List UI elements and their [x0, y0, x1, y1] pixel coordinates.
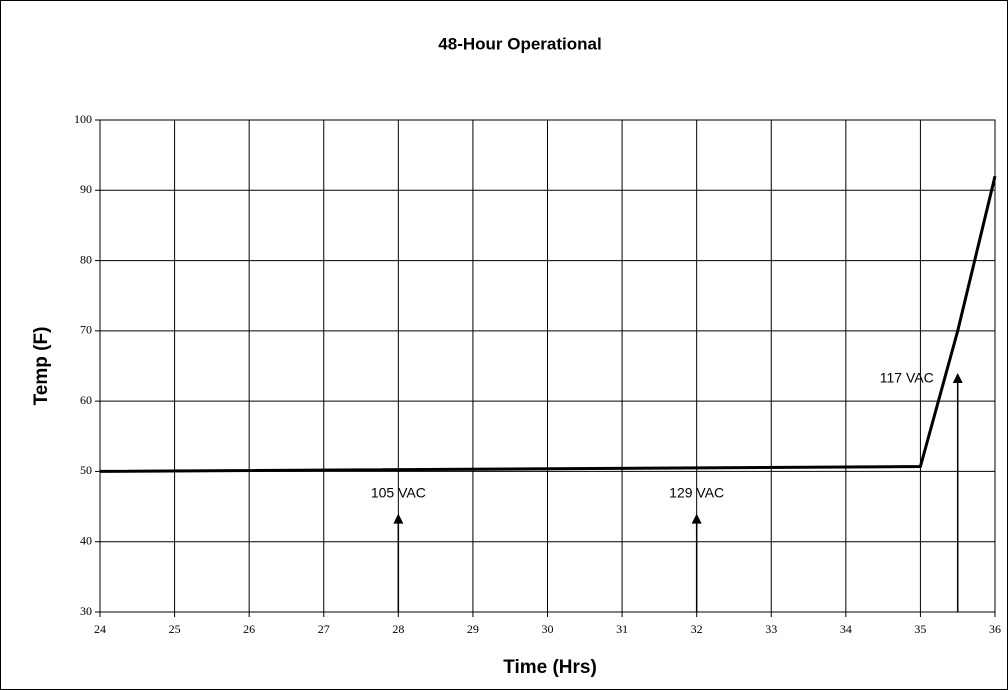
x-tick-label: 29	[467, 622, 479, 636]
x-tick-label: 25	[169, 622, 181, 636]
x-tick-label: 24	[94, 622, 106, 636]
data-line	[99, 175, 997, 473]
x-tick-label: 30	[542, 622, 554, 636]
x-tick-label: 36	[989, 622, 1001, 636]
x-tick-label: 35	[914, 622, 926, 636]
x-tick-label: 27	[318, 622, 330, 636]
annotation-label: 117 VAC	[880, 370, 934, 386]
annotation-label: 105 VAC	[371, 484, 426, 500]
y-tick-label: 70	[80, 323, 92, 337]
x-tick-label: 31	[616, 622, 628, 636]
x-tick-label: 26	[243, 622, 255, 636]
y-tick-label: 60	[80, 393, 92, 407]
x-tick-label: 33	[765, 622, 777, 636]
y-axis-label: Temp (F)	[31, 327, 52, 406]
arrow-head	[393, 513, 404, 524]
arrow-head	[691, 513, 702, 524]
annotation-label: 129 VAC	[669, 484, 724, 500]
arrow-head	[952, 373, 963, 384]
x-axis-label: Time (Hrs)	[503, 657, 597, 678]
x-tick-label: 32	[691, 622, 703, 636]
y-tick-label: 80	[80, 252, 92, 266]
y-tick-label: 40	[80, 533, 92, 547]
y-tick-label: 30	[80, 604, 92, 618]
y-tick-label: 50	[80, 463, 92, 477]
x-tick-label: 34	[840, 622, 852, 636]
x-tick-label: 28	[392, 622, 404, 636]
y-tick-label: 90	[80, 182, 92, 196]
y-tick-label: 100	[74, 112, 92, 126]
chart-title: 48-Hour Operational	[438, 34, 601, 53]
